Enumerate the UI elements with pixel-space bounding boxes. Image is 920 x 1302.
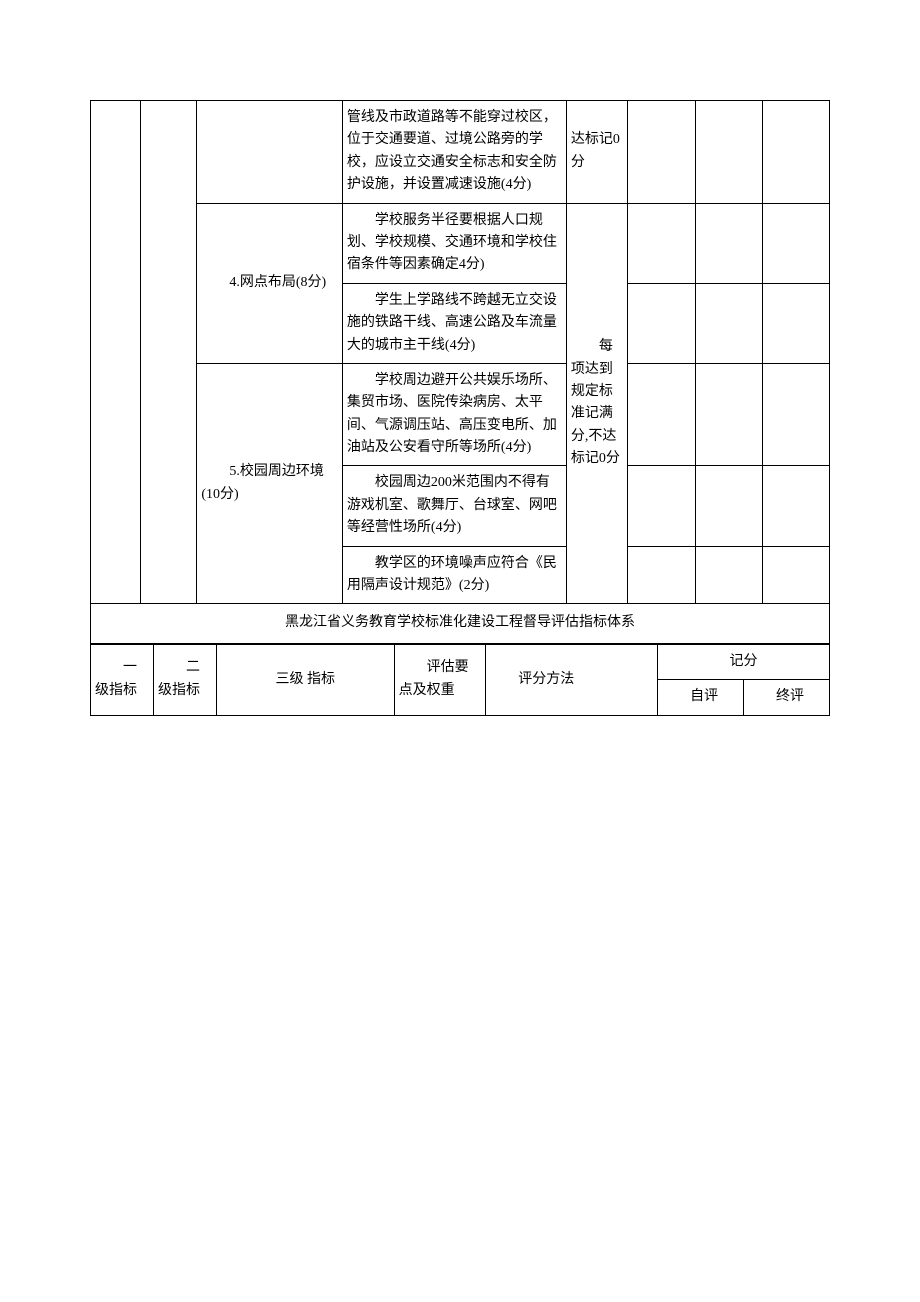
cell-description: 学生上学路线不跨越无立交设施的铁路干线、高速公路及车流量大的城市主干线(4分) bbox=[342, 283, 566, 363]
cell-description: 校园周边200米范围内不得有游戏机室、歌舞厅、台球室、网吧等经营性场所(4分) bbox=[342, 466, 566, 546]
cell-extra bbox=[762, 466, 829, 546]
cell-extra bbox=[762, 283, 829, 363]
header-points: 评估要点及权重 bbox=[394, 644, 486, 715]
table-row: 5.校园周边环境(10分) 学校周边避开公共娱乐场所、集贸市场、医院传染病房、太… bbox=[91, 363, 830, 466]
cell-extra bbox=[762, 546, 829, 604]
cell-final-score bbox=[695, 363, 762, 466]
cell-description: 管线及市政道路等不能穿过校区，位于交通要道、过境公路旁的学校，应设立交通安全标志… bbox=[342, 101, 566, 204]
cell-self-score bbox=[628, 101, 695, 204]
cell-scoring: 每项达到规定标准记满分,不达标记0分 bbox=[566, 203, 628, 604]
section-title: 黑龙江省义务教育学校标准化建设工程督导评估指标体系 bbox=[91, 604, 830, 643]
evaluation-table-1: 管线及市政道路等不能穿过校区，位于交通要道、过境公路旁的学校，应设立交通安全标志… bbox=[90, 100, 830, 644]
evaluation-table-2-header: 一级指标 二级指标 三级 指标 评估要点及权重 评分方法 记分 自评 终评 bbox=[90, 644, 830, 716]
header-final: 终评 bbox=[744, 680, 830, 715]
header-level2: 二级指标 bbox=[154, 644, 217, 715]
table-row: 管线及市政道路等不能穿过校区，位于交通要道、过境公路旁的学校，应设立交通安全标志… bbox=[91, 101, 830, 204]
cell-self-score bbox=[628, 546, 695, 604]
cell-self-score bbox=[628, 283, 695, 363]
cell-description: 学校周边避开公共娱乐场所、集贸市场、医院传染病房、太平间、气源调压站、高压变电所… bbox=[342, 363, 566, 466]
table-row: 4.网点布局(8分) 学校服务半径要根据人口规划、学校规模、交通环境和学校住宿条… bbox=[91, 203, 830, 283]
cell-level2 bbox=[141, 101, 197, 604]
cell-description: 学校服务半径要根据人口规划、学校规模、交通环境和学校住宿条件等因素确定4分) bbox=[342, 203, 566, 283]
cell-final-score bbox=[695, 101, 762, 204]
header-level1: 一级指标 bbox=[91, 644, 154, 715]
cell-description: 教学区的环境噪声应符合《民用隔声设计规范》(2分) bbox=[342, 546, 566, 604]
header-level3: 三级 指标 bbox=[217, 644, 395, 715]
header-self: 自评 bbox=[658, 680, 744, 715]
cell-final-score bbox=[695, 283, 762, 363]
cell-extra bbox=[762, 101, 829, 204]
cell-final-score bbox=[695, 203, 762, 283]
table-title-row: 黑龙江省义务教育学校标准化建设工程督导评估指标体系 bbox=[91, 604, 830, 643]
cell-category bbox=[197, 101, 343, 204]
page-content: 管线及市政道路等不能穿过校区，位于交通要道、过境公路旁的学校，应设立交通安全标志… bbox=[90, 100, 830, 716]
cell-category: 4.网点布局(8分) bbox=[197, 203, 343, 363]
cell-scoring: 达标记0分 bbox=[566, 101, 628, 204]
cell-final-score bbox=[695, 466, 762, 546]
header-score: 记分 bbox=[658, 644, 830, 679]
cell-extra bbox=[762, 363, 829, 466]
cell-level1 bbox=[91, 101, 141, 604]
cell-extra bbox=[762, 203, 829, 283]
cell-self-score bbox=[628, 203, 695, 283]
cell-self-score bbox=[628, 363, 695, 466]
cell-final-score bbox=[695, 546, 762, 604]
cell-category: 5.校园周边环境(10分) bbox=[197, 363, 343, 604]
header-row: 一级指标 二级指标 三级 指标 评估要点及权重 评分方法 记分 bbox=[91, 644, 830, 679]
cell-self-score bbox=[628, 466, 695, 546]
header-method: 评分方法 bbox=[486, 644, 658, 715]
